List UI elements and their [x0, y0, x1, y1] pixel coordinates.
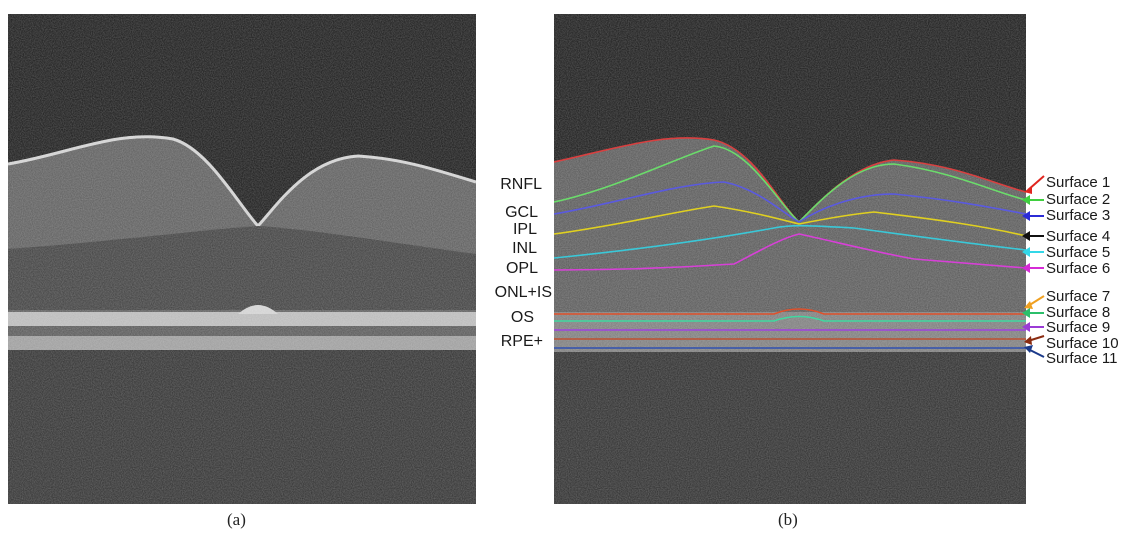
- layer-label-inl: INL: [512, 240, 537, 257]
- surface-2-arrowhead: [1022, 195, 1030, 205]
- oct-image-raw: [8, 14, 476, 504]
- surface-5-line: [554, 224, 1026, 259]
- surface-label-10: Surface 10: [1046, 335, 1119, 352]
- oct-image-segmented: [554, 14, 1026, 504]
- surface-7-arrowhead: [1024, 301, 1033, 309]
- surface-arrows: [1022, 175, 1045, 358]
- oct-raw-svg: [8, 14, 476, 504]
- surface-label-3: Surface 3: [1046, 207, 1111, 224]
- surface-6-line: [554, 233, 1026, 271]
- surface-label-7: Surface 7: [1046, 288, 1111, 305]
- surface-label-6: Surface 6: [1046, 260, 1111, 277]
- surface-10-arrowhead: [1024, 336, 1032, 345]
- surface-label-5: Surface 5: [1046, 244, 1111, 261]
- surface-5-arrowhead: [1022, 247, 1030, 257]
- caption-a: (a): [227, 510, 246, 529]
- surface-label-9: Surface 9: [1046, 319, 1111, 336]
- layer-label-onl-is: ONL+IS: [494, 284, 552, 301]
- surface-3-arrowhead: [1022, 211, 1030, 221]
- surface-label-1: Surface 1: [1046, 174, 1111, 191]
- layer-label-rnfl: RNFL: [500, 176, 542, 193]
- surface-7-line: [554, 308, 1026, 315]
- layer-label-gcl: GCL: [505, 204, 538, 221]
- surface-6-arrowhead: [1022, 263, 1030, 273]
- surface-label-2: Surface 2: [1046, 191, 1111, 208]
- surface-lines: [554, 137, 1026, 349]
- surface-8-arrowhead: [1022, 308, 1030, 318]
- surface-label-11: Surface 11: [1046, 350, 1118, 367]
- layer-label-ipl: IPL: [512, 221, 537, 238]
- surface-4-line: [554, 205, 1026, 237]
- surface-label-4: Surface 4: [1046, 228, 1111, 245]
- surface-label-8: Surface 8: [1046, 304, 1111, 321]
- layer-label-opl: OPL: [505, 260, 538, 277]
- surface-8-line: [554, 315, 1026, 322]
- surface-4-arrowhead: [1022, 231, 1030, 241]
- caption-b: (b): [778, 510, 798, 529]
- surface-1-arrowhead: [1024, 186, 1032, 194]
- surface-3-line: [554, 181, 1026, 223]
- surface-2-line: [554, 145, 1026, 224]
- oct-segmented-svg: [554, 14, 1026, 504]
- layer-label-rpe: RPE+: [500, 333, 543, 350]
- surface-11-arrowhead: [1024, 345, 1033, 353]
- layer-label-os: OS: [510, 309, 534, 326]
- surface-9-arrowhead: [1022, 322, 1030, 332]
